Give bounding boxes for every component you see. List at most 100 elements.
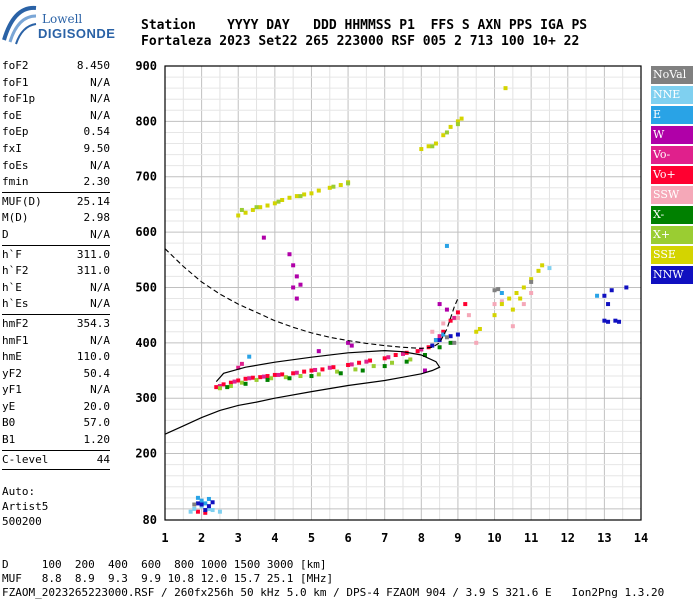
legend-item: X- bbox=[651, 206, 693, 224]
ionogram-point-x bbox=[225, 385, 230, 390]
ionogram-point-sse bbox=[503, 86, 508, 91]
ionogram-point-w bbox=[444, 307, 449, 312]
ionogram-point-vo bbox=[203, 510, 208, 515]
ionogram-point-sse bbox=[514, 291, 519, 295]
ionogram-point-x bbox=[298, 194, 303, 199]
ionogram-point-w bbox=[261, 235, 266, 240]
ionogram-point-sse bbox=[316, 188, 321, 193]
x-tick-label: 12 bbox=[561, 531, 575, 545]
param-label: yE bbox=[2, 399, 16, 413]
y-tick-label: 600 bbox=[135, 225, 157, 239]
param-value: N/A bbox=[90, 280, 110, 294]
ionogram-point-e bbox=[199, 498, 204, 503]
ionogram-point-sse bbox=[521, 285, 526, 290]
param-label: foEp bbox=[2, 125, 29, 139]
param-group-critical-frequencies: foF2 8.450 foF1 N/A foF1p N/A foE N/A foEp 0.54 fx… bbox=[2, 58, 110, 191]
ionogram-point-nnw bbox=[624, 285, 629, 290]
legend-item: X+ bbox=[651, 226, 693, 244]
param-label: h`F bbox=[2, 247, 22, 261]
param-row: h`Es N/A bbox=[2, 296, 110, 313]
param-value: 2.98 bbox=[83, 211, 111, 225]
ionogram-point-x bbox=[437, 345, 442, 350]
param-row: C-level 44 bbox=[2, 452, 110, 469]
footer-info: D 100 200 400 600 800 1000 1500 3000 [km… bbox=[2, 558, 664, 600]
param-row: foF1 N/A bbox=[2, 75, 110, 92]
ionogram-point-e bbox=[595, 293, 600, 298]
x-tick-label: 6 bbox=[344, 531, 351, 545]
ionogram-point-sse bbox=[265, 203, 270, 208]
ionogram-point-sse bbox=[287, 195, 292, 200]
ionogram-point-vo bbox=[221, 382, 226, 387]
ionogram-point-nne bbox=[547, 266, 552, 271]
ionogram-point-noval bbox=[452, 340, 457, 345]
ionogram-point-vo bbox=[346, 362, 351, 367]
ionogram-point-sse bbox=[236, 213, 241, 218]
param-group-virtual-heights: h`F 311.0 h`F2 311.0 h`E N/A h`Es N/A bbox=[2, 247, 110, 313]
ionogram-point-e bbox=[441, 332, 446, 337]
param-value: 110.0 bbox=[76, 350, 110, 364]
param-value: 25.14 bbox=[76, 194, 110, 208]
ionogram-point-sse bbox=[309, 191, 314, 196]
ionogram-point-sse bbox=[499, 302, 504, 307]
ionogram-point-sse bbox=[518, 296, 523, 301]
ionogram-point-nnw bbox=[206, 504, 211, 509]
ionogram-point-e bbox=[444, 243, 449, 248]
header-line2: Fortaleza 2023 Set22 265 223000 RSF 005 … bbox=[141, 34, 580, 49]
ionogram-point-x bbox=[382, 364, 387, 369]
y-tick-label: 700 bbox=[135, 170, 157, 184]
ionogram-point-vo bbox=[265, 374, 270, 379]
ionogram-point-vo bbox=[320, 367, 325, 372]
ionogram-point-nnw bbox=[210, 500, 215, 505]
ionogram-point-nne bbox=[192, 506, 197, 511]
ionogram-point-w bbox=[294, 274, 299, 279]
ionogram-point-nnw bbox=[448, 334, 453, 339]
param-row: foE N/A bbox=[2, 108, 110, 125]
ionogram-point-nne bbox=[210, 508, 215, 513]
param-label: foEs bbox=[2, 158, 29, 172]
ionogram-point-vo bbox=[455, 310, 460, 315]
ionogram-point-x bbox=[316, 372, 321, 377]
ionogram-point-ssw bbox=[455, 315, 460, 320]
ionogram-point-x bbox=[444, 130, 449, 135]
ionogram-point-nnw bbox=[606, 319, 611, 324]
ionogram-point-vo bbox=[228, 380, 233, 385]
param-value: N/A bbox=[90, 333, 110, 347]
param-row: foEp 0.54 bbox=[2, 124, 110, 141]
ionogram-point-sse bbox=[474, 329, 479, 334]
ionogram-point-sse bbox=[455, 119, 460, 124]
ionogram-point-vo bbox=[236, 378, 241, 383]
param-label: yF2 bbox=[2, 366, 22, 380]
ionogram-point-nnw bbox=[606, 302, 611, 307]
ionogram-point-nnw bbox=[203, 508, 208, 513]
y-tick-label: 80 bbox=[143, 513, 157, 527]
ionogram-point-vo bbox=[415, 349, 420, 354]
ionogram-point-sse bbox=[294, 194, 299, 199]
y-tick-label: 500 bbox=[135, 280, 157, 294]
param-value: 354.3 bbox=[76, 316, 110, 330]
ionogram-point-vo bbox=[236, 365, 241, 370]
param-value: 311.0 bbox=[76, 247, 110, 261]
ionogram-point-nne bbox=[188, 509, 193, 514]
ionogram-point-e bbox=[203, 501, 208, 506]
ionogram-point-nne bbox=[206, 506, 211, 511]
legend-item: Vo- bbox=[651, 146, 693, 164]
param-label: fmin bbox=[2, 175, 29, 189]
param-label: yF1 bbox=[2, 383, 22, 397]
logo-text-digisonde: DIGISONDE bbox=[38, 26, 116, 41]
ionogram-point-x bbox=[422, 353, 427, 358]
y-tick-label: 200 bbox=[135, 447, 157, 461]
x-tick-label: 4 bbox=[271, 531, 278, 545]
legend-item: Vo+ bbox=[651, 166, 693, 184]
ionogram-point-e bbox=[206, 496, 211, 501]
ionogram-point-ssw bbox=[430, 329, 435, 334]
param-row: h`E N/A bbox=[2, 280, 110, 297]
ionogram-point-vo bbox=[349, 362, 354, 367]
ionogram-point-nnw bbox=[609, 288, 614, 293]
ionogram-point-x bbox=[455, 122, 460, 127]
ionogram-point-x bbox=[448, 340, 453, 345]
ionogram-point-w bbox=[294, 296, 299, 301]
param-row: hmF2 354.3 bbox=[2, 316, 110, 333]
ionogram-point-sse bbox=[302, 192, 307, 197]
ionogram-point-sse bbox=[540, 263, 545, 268]
